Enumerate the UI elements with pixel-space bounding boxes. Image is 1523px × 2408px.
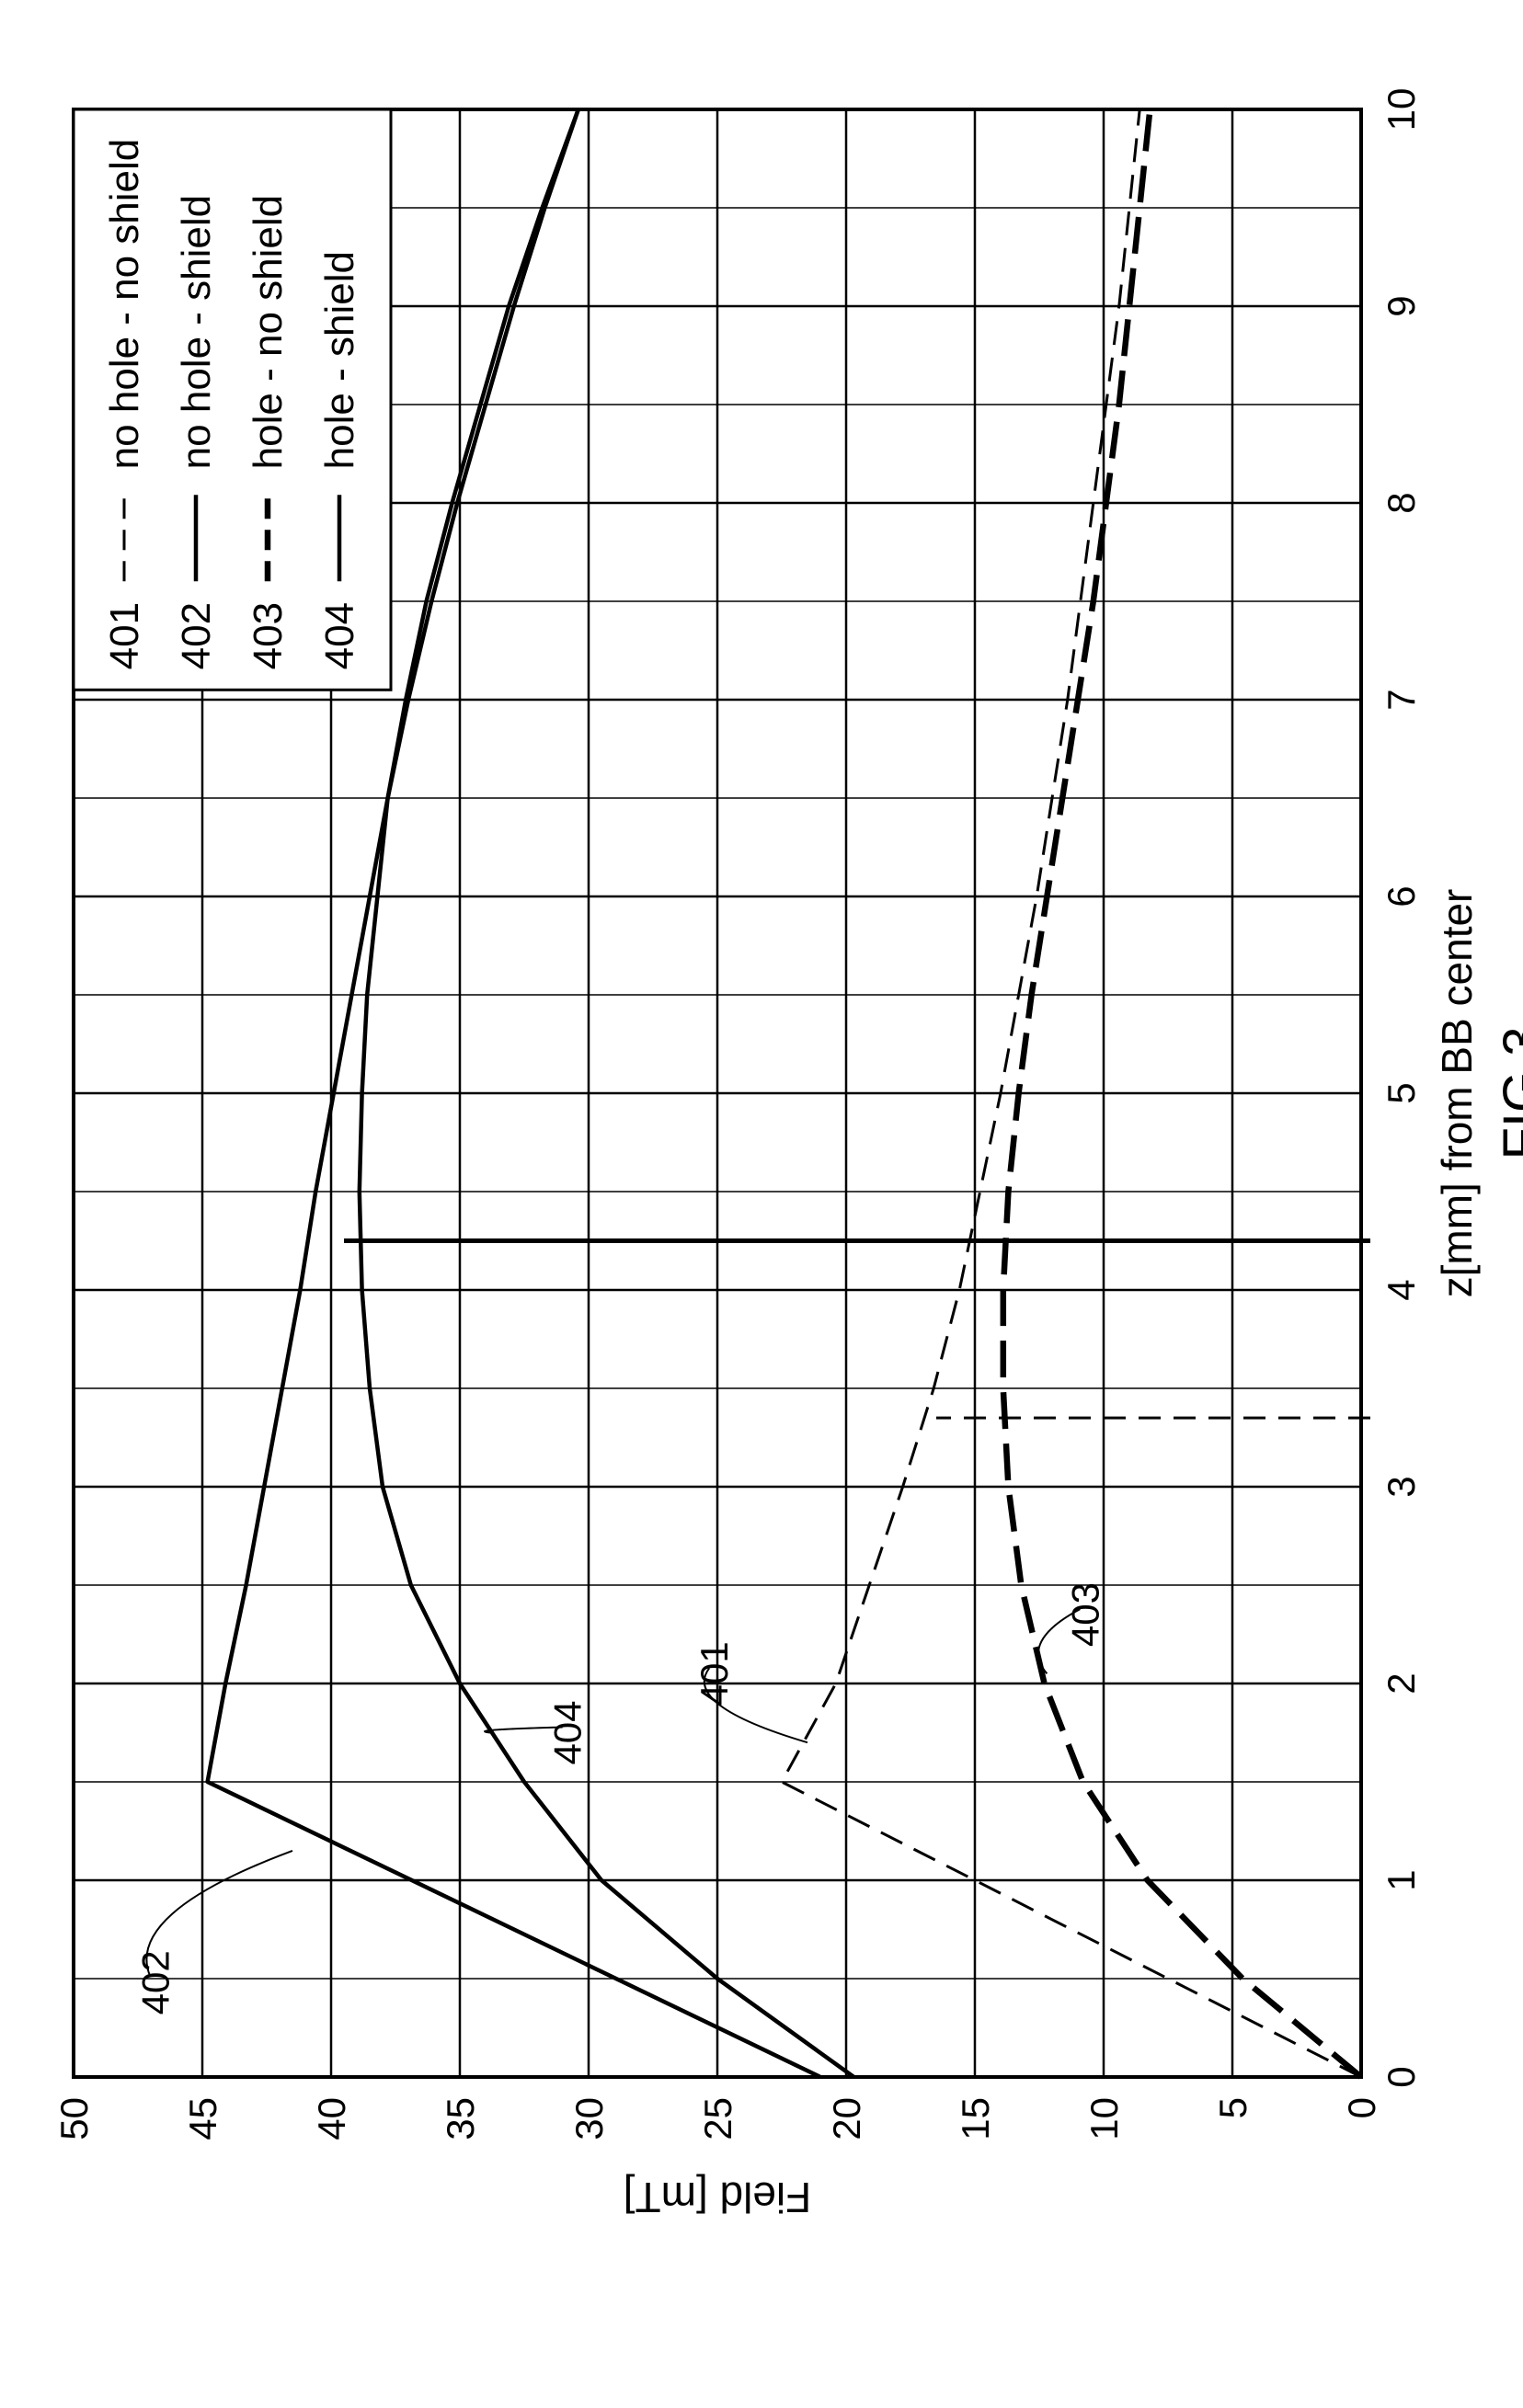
legend-entry-label: no hole - no shield	[102, 139, 147, 470]
x-tick-label: 2	[1380, 1672, 1423, 1694]
x-axis-label: z[mm] from BB center	[1433, 889, 1481, 1298]
annotation-label-404: 404	[546, 1700, 590, 1764]
y-tick-label: 20	[825, 2097, 868, 2140]
legend-entry-id: 404	[317, 602, 362, 669]
annotation-leader-line	[484, 1726, 563, 1734]
y-axis-label: Field [mT]	[624, 2174, 811, 2221]
annotation-label-401: 401	[693, 1641, 736, 1706]
y-tick-label: 35	[439, 2097, 482, 2140]
legend-entry-id: 401	[102, 602, 147, 669]
x-tick-label: 9	[1380, 295, 1423, 316]
legend-entry-id: 403	[246, 602, 291, 669]
y-tick-label: 15	[954, 2097, 997, 2140]
legend-entry-label: hole - no shield	[246, 195, 291, 469]
x-tick-label: 4	[1380, 1279, 1423, 1300]
legend-entry-label: hole - shield	[317, 251, 362, 469]
x-tick-label: 8	[1380, 492, 1423, 513]
annotations: 401 402 403 404	[134, 1582, 1107, 2014]
x-tick-label: 5	[1380, 1082, 1423, 1103]
x-tick-label: 3	[1380, 1476, 1423, 1497]
series-line-402	[205, 108, 821, 2080]
x-tick-label: 6	[1380, 885, 1423, 907]
legend-entry-id: 402	[174, 602, 219, 669]
y-tick-label: 0	[1340, 2097, 1383, 2118]
legend-entry-label: no hole - shield	[174, 195, 219, 469]
y-tick-label: 10	[1082, 2097, 1126, 2140]
vertical-markers	[344, 1238, 1370, 1420]
y-tick-label: 40	[310, 2097, 353, 2140]
series-line-401	[780, 108, 1362, 2079]
series-line-404	[357, 108, 855, 2079]
annotation-leader-line	[1037, 1608, 1081, 1674]
legend-box	[72, 108, 393, 691]
legend: 401 no hole - no shield 402 no hole - sh…	[72, 108, 393, 691]
y-tick-label: 25	[696, 2097, 739, 2140]
x-tick-label: 10	[1380, 88, 1423, 131]
annotation-leader-line	[704, 1667, 808, 1744]
y-tick-labels: 0 5 10 15 20 25 30 35 40 45 50	[52, 2097, 1383, 2140]
figure-label: FIG 3	[1493, 1026, 1523, 1159]
y-tick-label: 45	[181, 2097, 224, 2140]
annotation-leader-line	[145, 1849, 293, 1978]
x-tick-label: 7	[1380, 689, 1423, 710]
y-tick-label: 50	[52, 2097, 96, 2140]
annotation-label-402: 402	[134, 1950, 177, 2014]
x-tick-label: 1	[1380, 1869, 1423, 1890]
series-line-403	[1000, 108, 1364, 2080]
series-layer	[205, 108, 1364, 2080]
legend-swatches	[122, 495, 342, 582]
x-tick-labels: 0 1 2 3 4 5 6 7 8 9 10	[1380, 88, 1423, 2088]
x-tick-label: 0	[1380, 2066, 1423, 2087]
y-tick-label: 30	[567, 2097, 611, 2140]
plot-frame	[72, 108, 1363, 2079]
y-tick-label: 5	[1211, 2097, 1254, 2118]
